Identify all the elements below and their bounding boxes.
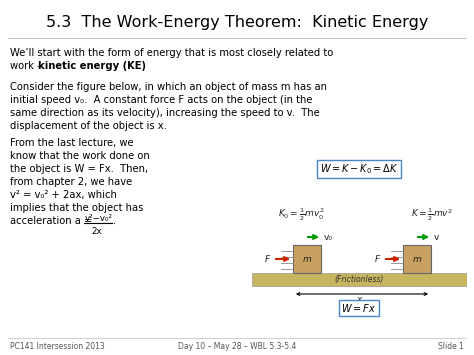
Bar — [252, 273, 467, 286]
Text: from chapter 2, we have: from chapter 2, we have — [10, 177, 132, 187]
Text: (Frictionless): (Frictionless) — [334, 275, 383, 284]
Text: $W = K - K_0 = \Delta K$: $W = K - K_0 = \Delta K$ — [319, 162, 398, 176]
Text: same direction as its velocity), increasing the speed to v.  The: same direction as its velocity), increas… — [10, 108, 320, 118]
Text: .: . — [137, 61, 140, 71]
Text: Slide 1: Slide 1 — [438, 342, 464, 351]
Text: kinetic energy (KE): kinetic energy (KE) — [38, 61, 146, 71]
Text: $K = \frac{1}{2}mv^2$: $K = \frac{1}{2}mv^2$ — [411, 206, 453, 223]
Text: work –: work – — [10, 61, 45, 71]
Bar — [293, 245, 321, 273]
Text: m: m — [413, 255, 421, 263]
Text: F: F — [265, 255, 270, 263]
Text: acceleration a =: acceleration a = — [10, 216, 92, 226]
Text: v₀: v₀ — [324, 233, 333, 241]
Text: PC141 Intersession 2013: PC141 Intersession 2013 — [10, 342, 105, 351]
Text: 2x: 2x — [91, 227, 101, 236]
Text: know that the work done on: know that the work done on — [10, 151, 150, 161]
Text: m: m — [302, 255, 311, 263]
Text: implies that the object has: implies that the object has — [10, 203, 143, 213]
Text: From the last lecture, we: From the last lecture, we — [10, 138, 134, 148]
Text: $W = Fx$: $W = Fx$ — [341, 302, 376, 314]
Bar — [403, 245, 431, 273]
Text: v² = v₀² + 2ax, which: v² = v₀² + 2ax, which — [10, 190, 117, 200]
Text: F: F — [375, 255, 380, 263]
Text: Consider the figure below, in which an object of mass m has an: Consider the figure below, in which an o… — [10, 82, 327, 92]
Text: initial speed v₀.  A constant force F acts on the object (in the: initial speed v₀. A constant force F act… — [10, 95, 312, 105]
Text: $K_0 = \frac{1}{2}mv_0^{\,2}$: $K_0 = \frac{1}{2}mv_0^{\,2}$ — [278, 206, 326, 223]
Text: We’ll start with the form of energy that is most closely related to: We’ll start with the form of energy that… — [10, 48, 333, 58]
Text: the object is W = Fx.  Then,: the object is W = Fx. Then, — [10, 164, 148, 174]
Text: Day 10 – May 28 – WBL 5.3-5.4: Day 10 – May 28 – WBL 5.3-5.4 — [178, 342, 296, 351]
Text: x: x — [356, 295, 362, 304]
Text: .: . — [113, 216, 116, 226]
Text: displacement of the object is x.: displacement of the object is x. — [10, 121, 167, 131]
Text: v: v — [434, 233, 439, 241]
Text: v²−v₀²: v²−v₀² — [85, 214, 113, 223]
Text: 5.3  The Work-Energy Theorem:  Kinetic Energy: 5.3 The Work-Energy Theorem: Kinetic Ene… — [46, 15, 428, 29]
